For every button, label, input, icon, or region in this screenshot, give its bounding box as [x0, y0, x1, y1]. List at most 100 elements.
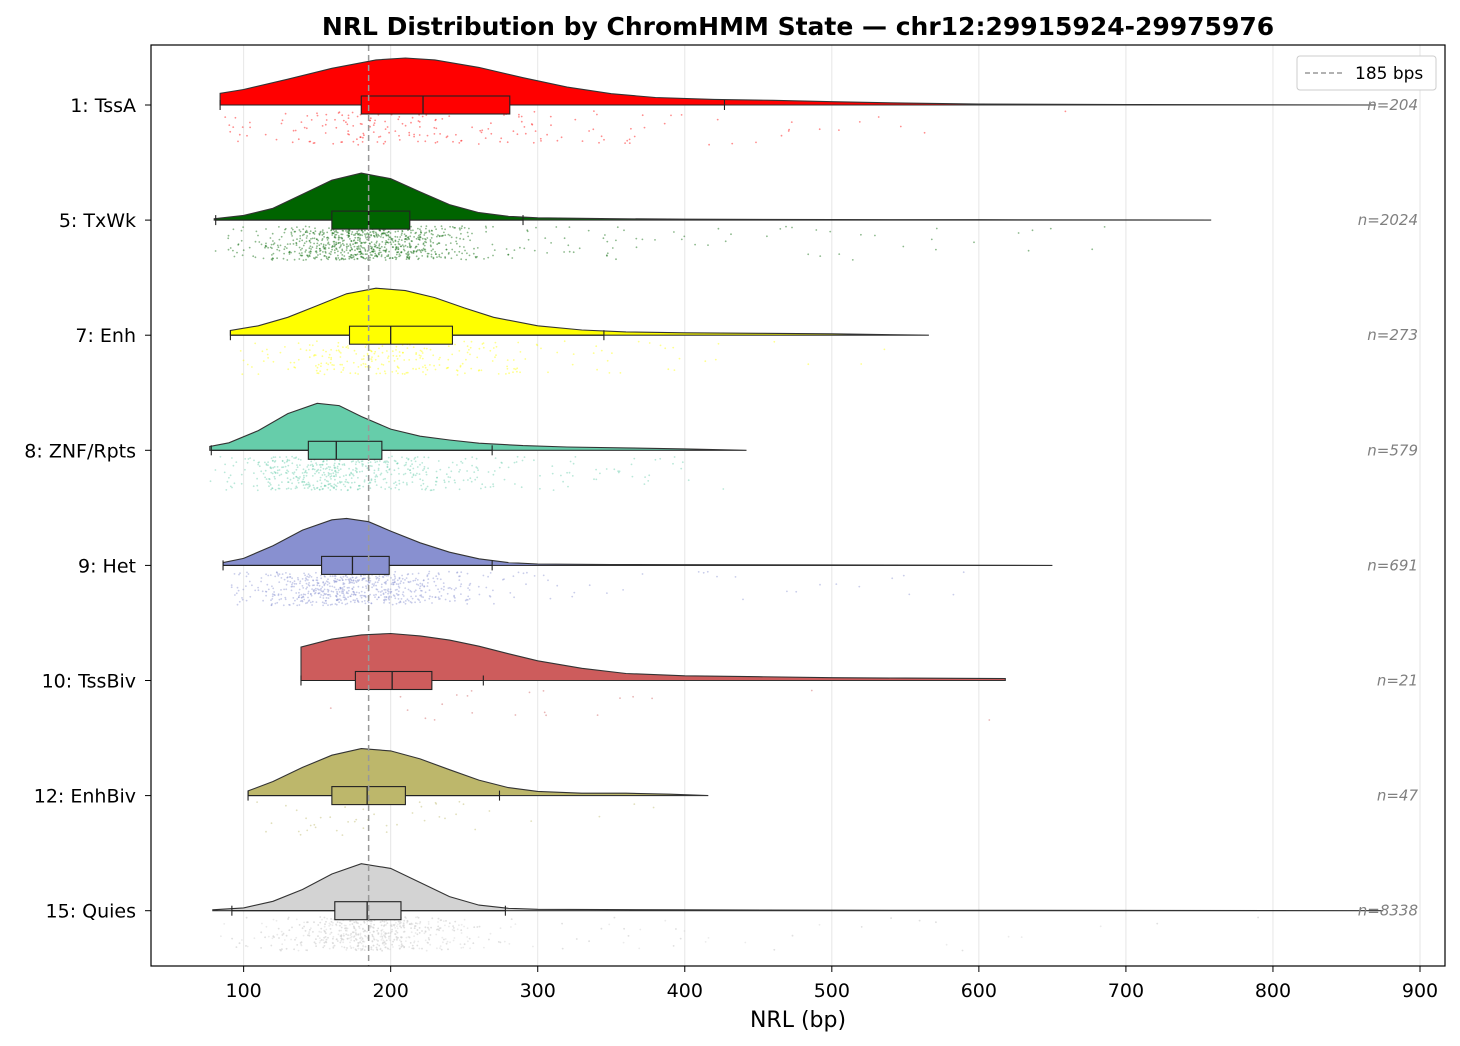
jitter-point	[345, 574, 347, 577]
jitter-point	[381, 920, 384, 922]
jitter-point	[546, 252, 548, 254]
jitter-point	[375, 232, 378, 235]
jitter-point	[421, 249, 423, 251]
jitter-point	[369, 256, 371, 259]
jitter-point	[1020, 936, 1023, 938]
jitter-point	[807, 363, 810, 366]
jitter-point	[302, 587, 305, 589]
jitter-point	[414, 579, 417, 582]
jitter-point	[265, 594, 267, 597]
jitter-point	[369, 925, 372, 927]
jitter-point	[421, 488, 423, 491]
jitter-point	[385, 919, 388, 922]
jitter-point	[345, 474, 347, 477]
jitter-point	[274, 472, 277, 474]
jitter-point	[308, 582, 310, 584]
violin-shape	[213, 172, 1212, 221]
jitter-point	[458, 350, 461, 352]
jitter-point	[509, 592, 512, 594]
jitter-point	[335, 257, 337, 260]
jitter-point	[331, 232, 334, 235]
jitter-point	[331, 246, 333, 249]
jitter-point	[458, 227, 461, 230]
jitter-point	[364, 934, 366, 937]
jitter-point	[357, 942, 360, 944]
jitter-point	[415, 237, 418, 240]
jitter-point	[297, 138, 300, 141]
jitter-point	[316, 238, 318, 241]
jitter-point	[279, 456, 281, 458]
jitter-point	[354, 577, 357, 580]
jitter-point	[399, 245, 402, 248]
jitter-point	[313, 237, 316, 240]
jitter-point	[411, 240, 413, 243]
jitter-point	[374, 350, 377, 353]
jitter-point	[396, 936, 398, 939]
jitter-point	[295, 242, 298, 244]
jitter-point	[627, 935, 630, 937]
jitter-point	[353, 935, 356, 938]
jitter-point	[265, 590, 268, 593]
jitter-point	[326, 467, 328, 469]
jitter-point	[381, 949, 383, 952]
jitter-point	[421, 115, 424, 118]
jitter-point	[331, 245, 334, 248]
jitter-point	[596, 368, 598, 371]
jitter-point	[269, 237, 272, 239]
jitter-point	[299, 459, 302, 461]
jitter-point	[439, 598, 441, 600]
jitter-point	[290, 488, 292, 490]
jitter-point	[317, 468, 320, 471]
jitter-point	[412, 467, 415, 470]
jitter-point	[400, 245, 403, 248]
jitter-point	[317, 582, 319, 585]
jitter-point	[256, 477, 258, 480]
jitter-point	[347, 232, 350, 234]
jitter-point	[318, 588, 320, 591]
jitter-point	[429, 934, 432, 936]
jitter-point	[466, 345, 469, 348]
jitter-point	[434, 253, 437, 255]
jitter-point	[613, 468, 616, 471]
jitter-point	[388, 236, 391, 239]
jitter-point	[414, 932, 417, 934]
jitter-point	[322, 460, 325, 463]
jitter-point	[467, 235, 470, 238]
jitter-point	[330, 348, 332, 351]
jitter-point	[575, 938, 578, 940]
jitter-point	[291, 926, 293, 929]
jitter-point	[322, 245, 325, 248]
jitter-point	[442, 588, 445, 591]
jitter-point	[423, 466, 426, 468]
jitter-point	[231, 486, 233, 489]
jitter-point	[452, 927, 455, 929]
jitter-point	[419, 228, 421, 231]
jitter-point	[410, 229, 412, 232]
jitter-point	[482, 346, 485, 349]
jitter-point	[353, 921, 356, 924]
jitter-point	[306, 115, 309, 117]
jitter-point	[342, 369, 344, 371]
jitter-point	[492, 485, 495, 488]
jitter-point	[510, 926, 512, 928]
jitter-point	[356, 242, 359, 244]
jitter-point	[359, 244, 362, 247]
jitter-point	[384, 933, 387, 935]
jitter-point	[280, 930, 283, 933]
jitter-point	[318, 930, 321, 933]
jitter-point	[355, 591, 358, 594]
jitter-point	[401, 944, 404, 947]
jitter-point	[427, 467, 429, 470]
jitter-point	[306, 472, 308, 474]
jitter-point	[398, 116, 401, 118]
jitter-point	[327, 597, 330, 599]
jitter-point	[526, 571, 528, 574]
jitter-point	[366, 238, 369, 241]
jitter-point	[386, 460, 388, 463]
jitter-point	[409, 942, 412, 944]
jitter-point	[287, 481, 290, 483]
jitter-point	[935, 921, 937, 924]
jitter-point	[413, 941, 415, 944]
jitter-point	[443, 479, 446, 482]
jitter-point	[411, 476, 414, 478]
